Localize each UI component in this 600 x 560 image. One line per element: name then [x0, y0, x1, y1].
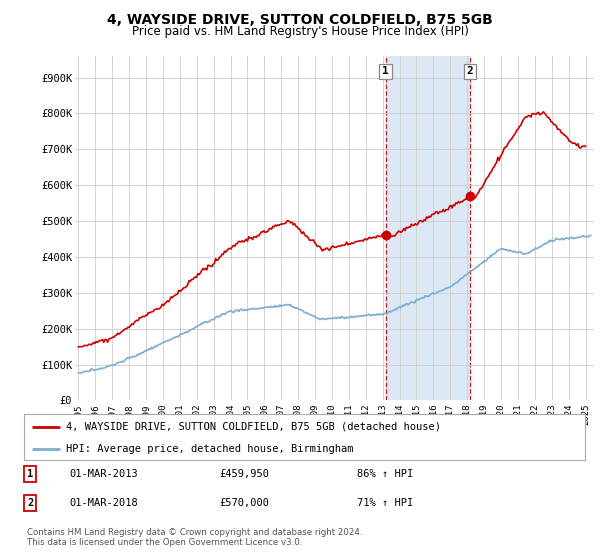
- Text: HPI: Average price, detached house, Birmingham: HPI: Average price, detached house, Birm…: [66, 444, 353, 454]
- Text: 4, WAYSIDE DRIVE, SUTTON COLDFIELD, B75 5GB (detached house): 4, WAYSIDE DRIVE, SUTTON COLDFIELD, B75 …: [66, 422, 441, 432]
- Text: 86% ↑ HPI: 86% ↑ HPI: [357, 469, 413, 479]
- Text: £459,950: £459,950: [219, 469, 269, 479]
- Text: Price paid vs. HM Land Registry's House Price Index (HPI): Price paid vs. HM Land Registry's House …: [131, 25, 469, 38]
- Text: 71% ↑ HPI: 71% ↑ HPI: [357, 498, 413, 508]
- Text: 2: 2: [467, 67, 473, 77]
- Text: 4, WAYSIDE DRIVE, SUTTON COLDFIELD, B75 5GB: 4, WAYSIDE DRIVE, SUTTON COLDFIELD, B75 …: [107, 13, 493, 27]
- Text: 01-MAR-2018: 01-MAR-2018: [69, 498, 138, 508]
- Text: Contains HM Land Registry data © Crown copyright and database right 2024.
This d: Contains HM Land Registry data © Crown c…: [27, 528, 362, 547]
- Text: 2: 2: [27, 498, 33, 508]
- Text: 1: 1: [27, 469, 33, 479]
- Text: 01-MAR-2013: 01-MAR-2013: [69, 469, 138, 479]
- Text: 1: 1: [382, 67, 389, 77]
- Text: £570,000: £570,000: [219, 498, 269, 508]
- Bar: [386, 56, 470, 400]
